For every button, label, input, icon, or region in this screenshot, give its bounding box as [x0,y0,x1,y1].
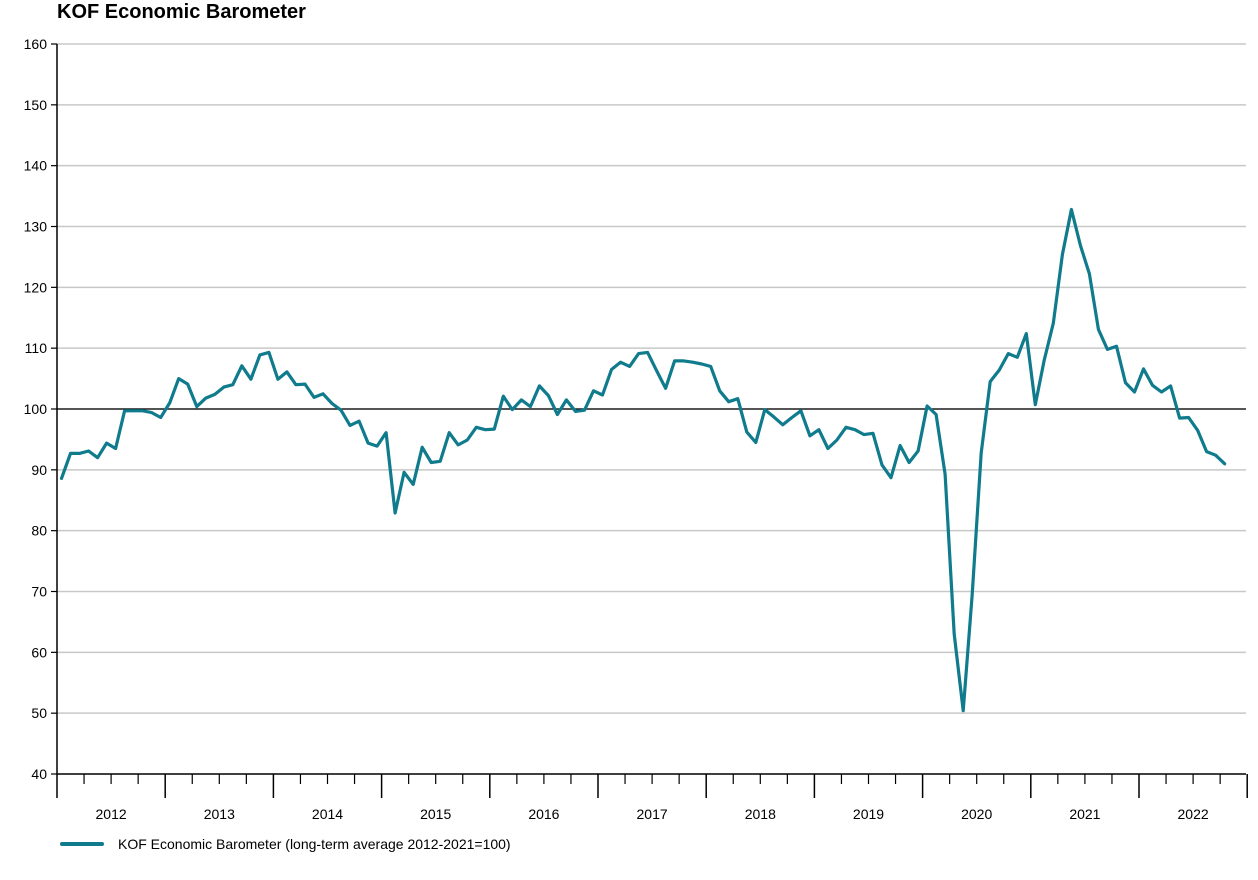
x-year-label: 2013 [204,806,235,822]
y-tick-label: 90 [31,462,47,478]
legend: KOF Economic Barometer (long-term averag… [60,836,511,852]
x-year-label: 2019 [853,806,884,822]
y-axis-tick-labels: 40 50 60 70 80 90 100 110 120 130 140 150 160 [24,36,57,782]
legend-label: KOF Economic Barometer (long-term averag… [118,836,511,852]
y-tick-label: 100 [24,401,48,417]
x-year-label: 2012 [96,806,127,822]
y-tick-label: 70 [31,584,47,600]
y-tick-label: 40 [31,766,47,782]
y-tick-label: 110 [25,340,48,356]
y-tick-label: 160 [24,36,48,52]
y-tick-label: 120 [24,279,48,295]
x-year-label: 2022 [1178,806,1209,822]
y-tick-label: 60 [31,644,47,660]
x-year-label: 2015 [420,806,451,822]
x-year-label: 2014 [312,806,343,822]
x-year-label: 2020 [961,806,992,822]
x-year-label: 2017 [637,806,668,822]
y-tick-label: 140 [24,158,48,174]
gridlines [57,43,1246,714]
y-tick-label: 130 [24,219,48,235]
x-axis-year-labels: 2012 2013 2014 2015 2016 2017 2018 2019 2020 2021… [96,806,1209,822]
series-group [59,207,1227,713]
y-tick-label: 80 [31,523,47,539]
x-year-label: 2021 [1069,806,1100,822]
chart-title: KOF Economic Barometer [57,1,306,23]
y-tick-label: 50 [31,705,47,721]
x-axis-ticks [56,774,1248,798]
x-year-label: 2018 [745,806,776,822]
x-year-label: 2016 [528,806,559,822]
series-line-kof-barometer [59,207,1227,713]
y-tick-label: 150 [24,97,48,113]
